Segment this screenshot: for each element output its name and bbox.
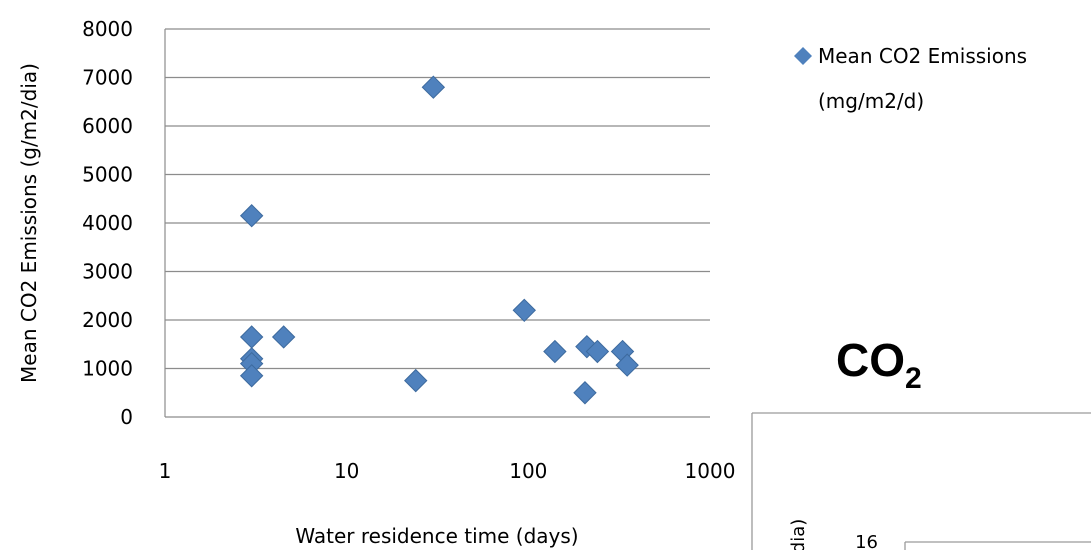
data-point (543, 339, 567, 364)
x-tick-label: 1000 (685, 459, 736, 483)
y-tick-label: 1000 (82, 357, 133, 381)
x-tick-label: 10 (334, 459, 359, 483)
data-point (239, 325, 264, 349)
data-point (512, 298, 536, 323)
data-point (239, 204, 264, 228)
legend: Mean CO2 Emissions (mg/m2/d) (794, 44, 1027, 113)
y-tick-label: 0 (120, 405, 133, 429)
data-point (271, 325, 296, 349)
data-point (404, 368, 428, 393)
inset-y-axis-title-fragment: dia) (788, 519, 809, 550)
legend-label-line-2: (mg/m2/d) (818, 89, 924, 113)
inset-title-subscript: 2 (905, 362, 922, 395)
data-point (421, 75, 446, 99)
data-point (239, 364, 264, 388)
y-tick-label: 6000 (82, 114, 133, 138)
legend-label-line-1: Mean CO2 Emissions (818, 44, 1027, 68)
data-point (585, 339, 610, 364)
x-tick-labels: 1 10 100 1000 (159, 459, 736, 483)
inset-y-tick-label: 16 (855, 532, 878, 550)
y-tick-label: 8000 (82, 17, 133, 41)
x-axis-title: Water residence time (days) (295, 524, 578, 548)
y-tick-label: 2000 (82, 308, 133, 332)
x-tick-label: 1 (159, 459, 172, 483)
y-axis-title: Mean CO2 Emissions (g/m2/dia) (17, 63, 41, 383)
data-point (575, 334, 599, 359)
y-tick-labels: 0 1000 2000 3000 4000 5000 6000 7000 8000 (82, 17, 133, 429)
legend-marker (794, 47, 812, 65)
y-tick-label: 4000 (82, 211, 133, 235)
data-points (239, 75, 639, 405)
y-tick-label: 5000 (82, 163, 133, 187)
data-point (573, 381, 597, 405)
y-tick-label: 3000 (82, 260, 133, 284)
y-tick-label: 7000 (82, 66, 133, 90)
inset-chart-title: CO2 (836, 334, 922, 395)
inset-title-main: CO (836, 334, 905, 386)
inset-chart: CO2 dia) 16 (751, 334, 1091, 550)
x-tick-label: 100 (509, 459, 547, 483)
data-point (615, 353, 639, 377)
